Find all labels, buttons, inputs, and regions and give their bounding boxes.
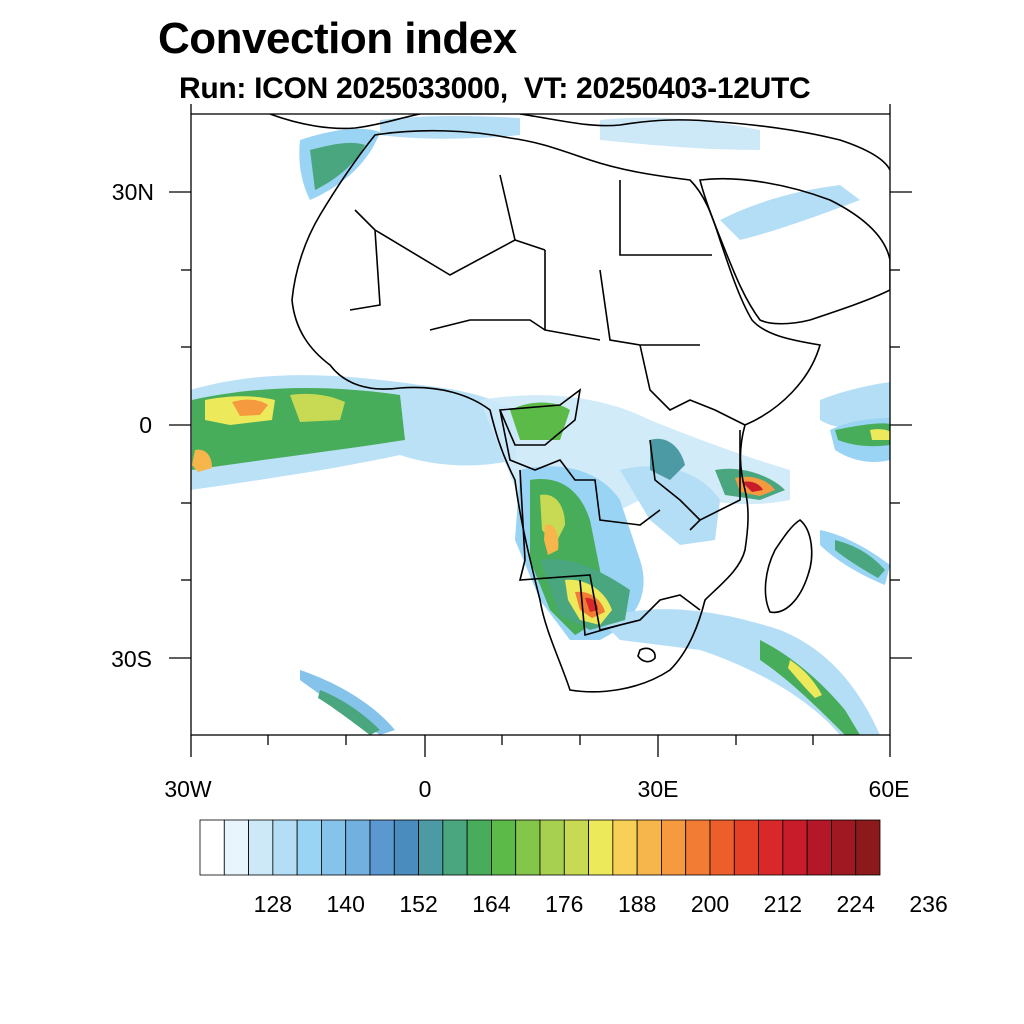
colorbar-label: 188	[618, 891, 656, 917]
colorbar-swatch	[321, 819, 347, 876]
lon-label-60e: 60E	[869, 776, 910, 802]
colorbar-swatch	[515, 819, 541, 876]
colorbar-swatch	[369, 819, 395, 876]
colorbar-swatch	[733, 819, 759, 876]
colorbar-label: 128	[254, 891, 292, 917]
colorbar-swatch	[393, 819, 419, 876]
colorbar-swatch	[296, 819, 322, 876]
colorbar-swatch	[855, 819, 881, 876]
lat-label-30n: 30N	[112, 179, 154, 205]
colorbar-swatch	[248, 819, 274, 876]
axis-ticks	[169, 104, 912, 757]
colorbar-swatch	[782, 819, 808, 876]
colorbar-swatch	[709, 819, 735, 876]
colorbar-swatch	[345, 819, 371, 876]
coastlines	[269, 114, 890, 693]
lon-label-0: 0	[419, 776, 432, 802]
colorbar-swatch	[442, 819, 468, 876]
colorbar-swatch	[612, 819, 638, 876]
colorbar-swatch	[563, 819, 589, 876]
convection-field	[191, 115, 890, 735]
colorbar-label: 200	[691, 891, 729, 917]
colorbar-swatch	[418, 819, 444, 876]
lon-label-30e: 30E	[638, 776, 679, 802]
lat-label-30s: 30S	[111, 646, 152, 672]
colorbar-swatch	[831, 819, 857, 876]
colorbar-swatch	[272, 819, 298, 876]
colorbar-label: 212	[764, 891, 802, 917]
colorbar-swatch	[758, 819, 784, 876]
lat-label-0: 0	[139, 412, 152, 438]
colorbar-label: 140	[327, 891, 365, 917]
colorbar-swatch	[806, 819, 832, 876]
colorbar-swatch	[466, 819, 492, 876]
colorbar	[199, 819, 881, 876]
colorbar-swatch	[199, 819, 225, 876]
lon-label-30w: 30W	[164, 776, 212, 802]
colorbar-label: 224	[837, 891, 876, 917]
colorbar-label: 164	[472, 891, 511, 917]
colorbar-swatch	[491, 819, 517, 876]
colorbar-swatch	[685, 819, 711, 876]
colorbar-swatch	[223, 819, 249, 876]
colorbar-label: 176	[545, 891, 583, 917]
colorbar-label: 152	[399, 891, 437, 917]
colorbar-label: 236	[909, 891, 947, 917]
colorbar-labels: 128 140 152 164 176 188 200 212 224 236	[254, 891, 948, 917]
colorbar-swatch	[661, 819, 687, 876]
map-title: Convection index	[158, 14, 517, 63]
colorbar-swatch	[539, 819, 565, 876]
colorbar-swatch	[636, 819, 662, 876]
colorbar-swatch	[588, 819, 614, 876]
map-subtitle: Run: ICON 2025033000, VT: 20250403-12UTC	[179, 72, 811, 105]
